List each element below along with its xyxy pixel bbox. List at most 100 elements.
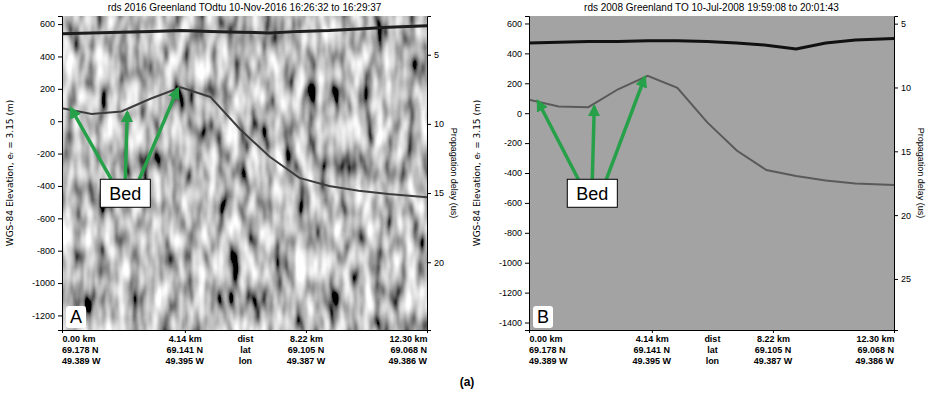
annotation-label: Bed [109,184,141,204]
y-axis-tick-mark [525,173,529,174]
x-axis-tick-mark [529,330,530,333]
y-axis-tick-label: -200 [37,149,55,159]
radar-layer [529,76,894,185]
x-axis: 0.00 km4.14 km8.22 km12.30 km [530,330,895,344]
y-axis-line [58,17,63,331]
y2-axis-tick-mark [894,24,898,25]
y-axis-tick-mark [58,283,62,284]
x-axis-tick-mark [62,330,63,333]
y-axis-tick-label: -600 [504,198,522,208]
y-axis-tick-mark [58,154,62,155]
x-row-label: 69.068 N [390,345,427,355]
y-axis-tick: -400 [37,181,62,191]
plot-area [529,16,894,330]
panel-letter-label: A [70,307,82,327]
x-row-title: lat [707,345,718,355]
y2-axis-tick: 10 [427,119,444,129]
x-axis-tick: 12.30 km [856,330,894,344]
y-axis-tick: 600 [40,19,62,29]
annotation: Bed [71,89,178,207]
y-axis-tick: -800 [504,228,529,238]
x-row-label: 69.105 N [755,345,792,355]
radar-layer [62,26,427,34]
x-axis-tick: 12.30 km [389,330,427,344]
y2-axis-title: Propagation delay (us) [449,128,459,219]
radar-background [529,16,894,330]
x-axis-tick-label: 0.00 km [530,334,563,344]
y-axis-tick-mark [525,203,529,204]
x-row-label: 69.105 N [288,345,325,355]
x-axis-tick-label: 8.22 km [290,334,323,344]
x-row-label: 49.387 W [287,356,326,366]
annotation-arrow [606,77,644,179]
y-axis: 6004002000-200-400-600-800-1000-1200 [32,17,63,331]
y-axis-tick-label: -1200 [499,288,522,298]
y-axis-tick-mark [525,233,529,234]
annotation-arrow [592,106,594,179]
y-axis-tick: -1000 [32,278,62,288]
y-axis-tick: 600 [507,19,529,29]
y-axis-tick-mark [58,251,62,252]
y-axis-tick-mark [525,263,529,264]
y2-axis: 510152025 [894,17,911,331]
y-axis-tick: -800 [37,246,62,256]
x-axis-tick: 8.22 km [290,330,323,344]
radar-background [62,16,427,330]
y-axis-tick-label: -1400 [499,318,522,328]
x-axis-tick-label: 4.14 km [169,334,202,344]
annotation-box [567,179,617,207]
y-axis-tick: -400 [504,168,529,178]
y-axis-tick: -600 [504,198,529,208]
panel-letter: B [533,306,553,328]
x-axis-tick: 4.14 km [169,330,202,344]
y-axis: 6004002000-200-400-600-800-1000-1200-140… [499,17,530,331]
y2-axis-tick-mark [427,193,431,194]
figure-caption: (a) [460,375,475,389]
annotation-arrow [71,108,111,179]
x-axis-line [530,331,895,334]
y-axis-tick: -200 [504,138,529,148]
y2-axis-tick-label: 15 [901,147,911,157]
x-axis-tick-mark [427,330,428,333]
x-axis-tick-mark [652,330,653,333]
y2-axis-tick-label: 20 [434,258,444,268]
x-row-label: 49.386 W [388,356,427,366]
y-axis-tick: -600 [37,214,62,224]
annotation-arrow [125,112,127,179]
x-row-label: 69.178 N [62,345,99,355]
radar-layer [529,38,894,48]
x-axis-line [63,331,428,334]
y-axis-tick-mark [58,56,62,57]
y-axis-tick-label: 200 [40,84,55,94]
y2-axis-tick-mark [427,124,431,125]
y-axis-tick-mark [525,323,529,324]
plot-area [62,16,427,330]
y2-axis-tick-mark [894,279,898,280]
y-axis-tick-label: -800 [504,228,522,238]
y2-axis-tick: 25 [894,274,911,284]
y2-axis-tick: 10 [894,83,911,93]
y-axis-tick-label: -400 [504,168,522,178]
x-row-label: 49.387 W [754,356,793,366]
x-axis-tick: 0.00 km [63,330,96,344]
y2-axis-tick-mark [894,151,898,152]
y-axis-tick: 200 [40,84,62,94]
y2-axis-tick: 15 [894,147,911,157]
y2-axis-tick-mark [427,55,431,56]
x-axis-tick-label: 4.14 km [636,334,669,344]
x-axis-tick: 4.14 km [636,330,669,344]
y-axis-tick-label: -1200 [32,311,55,321]
y-axis-tick-label: -600 [37,214,55,224]
y2-axis: 5101520 [427,17,444,331]
y2-axis-tick: 20 [894,211,911,221]
y-axis-tick-mark [525,143,529,144]
panel: 6004002000-200-400-600-800-1000-1200-140… [472,2,926,366]
y2-axis-tick-mark [894,215,898,216]
y-axis-tick-mark [58,315,62,316]
x-row-label: 49.386 W [855,356,894,366]
y-axis-tick: 0 [517,109,529,119]
y-axis-tick-label: -1000 [32,278,55,288]
x-row-label: 49.389 W [62,356,101,366]
panel: 6004002000-200-400-600-800-1000-12005101… [5,2,459,366]
x-row-label: 69.141 N [167,345,204,355]
